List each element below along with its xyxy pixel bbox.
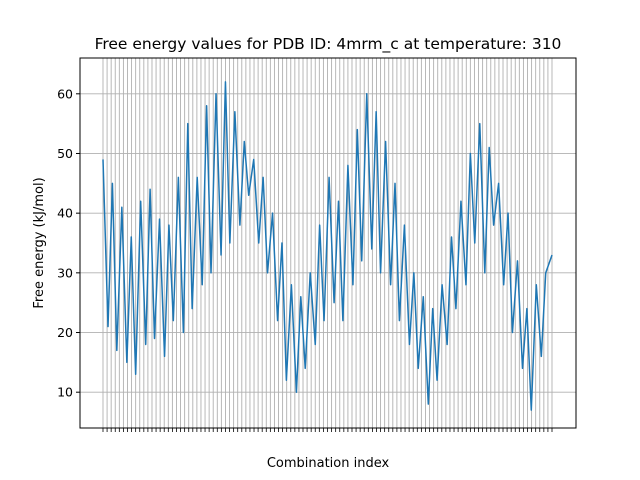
y-tick-label: 20 [57,325,73,340]
series-line [102,81,553,411]
series-layer [102,81,553,411]
y-gridlines [80,93,576,393]
plot-frame [79,57,577,429]
x-axis-ticks [102,428,553,432]
x-gridlines [102,58,553,428]
x-axis-label: Combination index [267,456,390,471]
y-tick-label: 50 [57,146,73,161]
y-tick-label: 40 [57,206,73,221]
y-axis-label: Free energy (kJ/mol) [32,177,47,308]
chart-title: Free energy values for PDB ID: 4mrm_c at… [95,35,562,54]
plot-area [80,58,576,428]
y-tick-label: 10 [57,385,73,400]
y-axis-ticks: 10 20 30 40 50 60 [57,86,80,400]
y-tick-label: 30 [57,265,73,280]
y-tick-label: 60 [57,86,73,101]
